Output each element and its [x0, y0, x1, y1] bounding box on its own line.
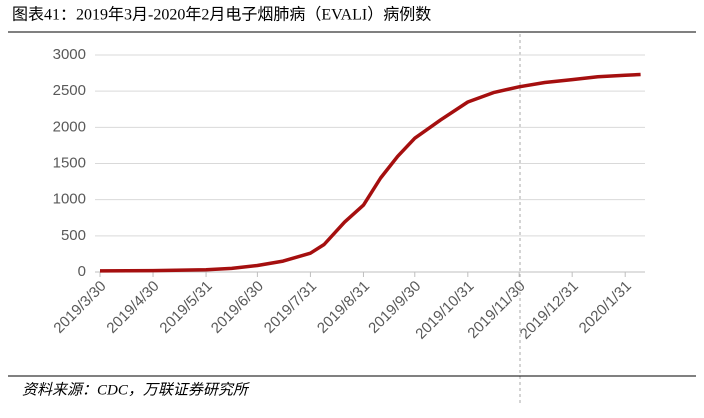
x-tick-label: 2019/8/31 [314, 278, 373, 337]
source-note: 资料来源：CDC，万联证券研究所 [22, 381, 250, 398]
x-tick-label: 2019/7/31 [261, 278, 320, 337]
chart-title: 图表41：2019年3月-2020年2月电子烟肺病（EVALI）病例数 [12, 6, 431, 24]
data-line [99, 72, 641, 273]
x-tick-label: 2020/1/31 [576, 278, 635, 337]
y-tick-label: 3000 [53, 46, 86, 63]
x-tick-label: 2019/3/30 [50, 278, 109, 337]
x-tick-label: 2019/4/30 [103, 278, 162, 337]
x-tick-label: 2019/6/30 [208, 278, 267, 337]
y-tick-label: 1500 [53, 154, 86, 171]
y-tick-label: 1000 [53, 191, 86, 208]
y-tick-label: 500 [61, 227, 86, 244]
y-tick-label: 2000 [53, 118, 86, 135]
y-tick-label: 0 [78, 263, 86, 280]
y-tick-label: 2500 [53, 82, 86, 99]
x-tick-label: 2019/5/31 [156, 278, 215, 337]
